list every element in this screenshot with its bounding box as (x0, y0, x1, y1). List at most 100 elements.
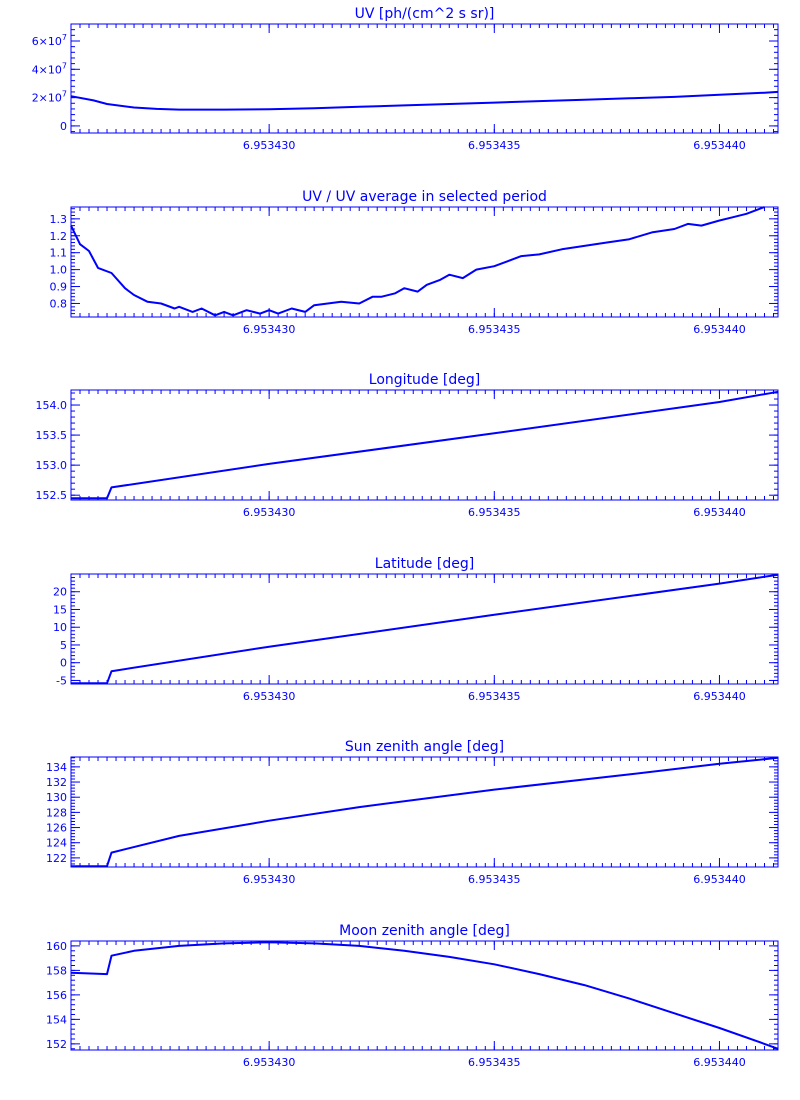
y-tick-label: 2×107 (32, 90, 67, 105)
x-tick-label: 6.953430 (243, 506, 296, 519)
x-tick-label: 6.953435 (468, 690, 521, 703)
y-tick-mantissa: 0 (60, 120, 67, 133)
y-tick-label: 152 (46, 1038, 67, 1051)
y-tick-mantissa: 15 (53, 603, 67, 616)
y-tick-label: 1.1 (50, 247, 68, 260)
y-tick-mantissa: 2×10 (32, 92, 62, 105)
chart-title: UV / UV average in selected period (302, 189, 547, 205)
series-line (70, 206, 765, 317)
y-tick-mantissa: 4×10 (32, 63, 62, 76)
y-tick-mantissa: 0 (60, 657, 67, 670)
y-tick-label: 132 (46, 776, 67, 789)
y-tick-mantissa: 122 (46, 852, 67, 865)
y-tick-mantissa: 126 (46, 822, 67, 835)
x-tick-label: 6.953435 (468, 873, 521, 886)
y-tick-label: 15 (53, 603, 67, 616)
y-tick-label: 10 (53, 621, 67, 634)
y-tick-label: 160 (46, 940, 67, 953)
y-tick-label: 4×107 (32, 61, 67, 76)
y-tick-label: 122 (46, 852, 67, 865)
y-tick-label: -5 (56, 674, 67, 687)
y-tick-label: 124 (46, 837, 67, 850)
x-tick-label: 6.953435 (468, 139, 521, 152)
series-line (71, 390, 779, 500)
y-tick-label: 156 (46, 989, 67, 1002)
y-tick-label: 0.8 (50, 297, 68, 310)
chart-panel-2: UV / UV average in selected period 6.9534… (50, 189, 779, 336)
y-tick-label: 1.0 (50, 264, 68, 277)
y-tick-mantissa: 0.8 (50, 297, 68, 310)
y-tick-label: 134 (46, 761, 67, 774)
y-tick-mantissa: 154 (46, 1013, 67, 1026)
y-tick-label: 126 (46, 822, 67, 835)
y-tick-mantissa: 1.2 (50, 230, 68, 243)
x-tick-label: 6.953430 (243, 873, 296, 886)
chart-panel-1: UV [ph/(cm^2 s sr)] 6.953430 6.953435 6.953… (32, 6, 779, 152)
y-tick-label: 20 (53, 586, 67, 599)
chart-title: Moon zenith angle [deg] (339, 923, 510, 939)
chart-panel-4: Latitude [deg] 6.953430 6.953435 6.953440 -5… (53, 556, 779, 703)
chart-title: Latitude [deg] (375, 556, 474, 572)
series-line (70, 941, 779, 1050)
x-tick-label: 6.953430 (243, 323, 296, 336)
chart-title: Sun zenith angle [deg] (345, 739, 504, 755)
x-tick-label: 6.953435 (468, 323, 521, 336)
y-tick-label: 0 (60, 657, 67, 670)
x-tick-label: 6.953440 (693, 1056, 746, 1069)
y-tick-mantissa: 153.5 (36, 429, 68, 442)
y-tick-mantissa: 20 (53, 586, 67, 599)
y-tick-exponent: 7 (62, 90, 67, 99)
y-tick-label: 152.5 (36, 489, 68, 502)
x-tick-label: 6.953440 (693, 873, 746, 886)
x-tick-label: 6.953430 (243, 139, 296, 152)
y-tick-mantissa: 5 (60, 639, 67, 652)
y-tick-mantissa: 10 (53, 621, 67, 634)
x-tick-label: 6.953435 (468, 506, 521, 519)
y-tick-label: 0.9 (50, 281, 68, 294)
series-line (71, 573, 779, 685)
chart-panel-3: Longitude [deg] 6.953430 6.953435 6.953440 1… (36, 372, 779, 519)
y-tick-mantissa: 134 (46, 761, 67, 774)
x-tick-label: 6.953440 (693, 139, 746, 152)
y-tick-mantissa: 128 (46, 806, 67, 819)
y-tick-mantissa: 158 (46, 964, 67, 977)
y-tick-mantissa: 152.5 (36, 489, 68, 502)
x-tick-label: 6.953430 (243, 1056, 296, 1069)
y-tick-label: 1.3 (50, 213, 68, 226)
y-tick-mantissa: 1.3 (50, 213, 68, 226)
chart-title: UV [ph/(cm^2 s sr)] (355, 6, 495, 22)
y-tick-label: 158 (46, 964, 67, 977)
y-tick-mantissa: 132 (46, 776, 67, 789)
chart-panel-5: Sun zenith angle [deg] 6.953430 6.953435 6.… (46, 739, 779, 886)
y-tick-label: 153.0 (36, 459, 68, 472)
y-tick-label: 154 (46, 1013, 67, 1026)
y-tick-mantissa: 156 (46, 989, 67, 1002)
y-tick-mantissa: 130 (46, 791, 67, 804)
plot-frame (70, 23, 779, 134)
x-tick-label: 6.953430 (243, 690, 296, 703)
y-tick-exponent: 7 (62, 61, 67, 70)
plot-frame (70, 206, 779, 318)
plot-frame (70, 940, 779, 1051)
chart-title: Longitude [deg] (369, 372, 480, 388)
y-tick-mantissa: 153.0 (36, 459, 68, 472)
y-tick-label: 128 (46, 806, 67, 819)
y-tick-label: 130 (46, 791, 67, 804)
x-tick-label: 6.953435 (468, 1056, 521, 1069)
y-tick-mantissa: 160 (46, 940, 67, 953)
plot-frame (70, 389, 779, 501)
y-tick-exponent: 7 (62, 33, 67, 42)
y-tick-label: 5 (60, 639, 67, 652)
y-tick-mantissa: 6×10 (32, 35, 62, 48)
y-tick-mantissa: 1.1 (50, 247, 68, 260)
plot-frame (70, 573, 779, 685)
x-tick-label: 6.953440 (693, 690, 746, 703)
series-line (71, 756, 779, 868)
y-tick-mantissa: 124 (46, 837, 67, 850)
y-tick-mantissa: 0.9 (50, 281, 68, 294)
x-tick-label: 6.953440 (693, 323, 746, 336)
y-tick-label: 0 (60, 120, 67, 133)
y-tick-mantissa: 152 (46, 1038, 67, 1051)
series-line (70, 90, 779, 111)
